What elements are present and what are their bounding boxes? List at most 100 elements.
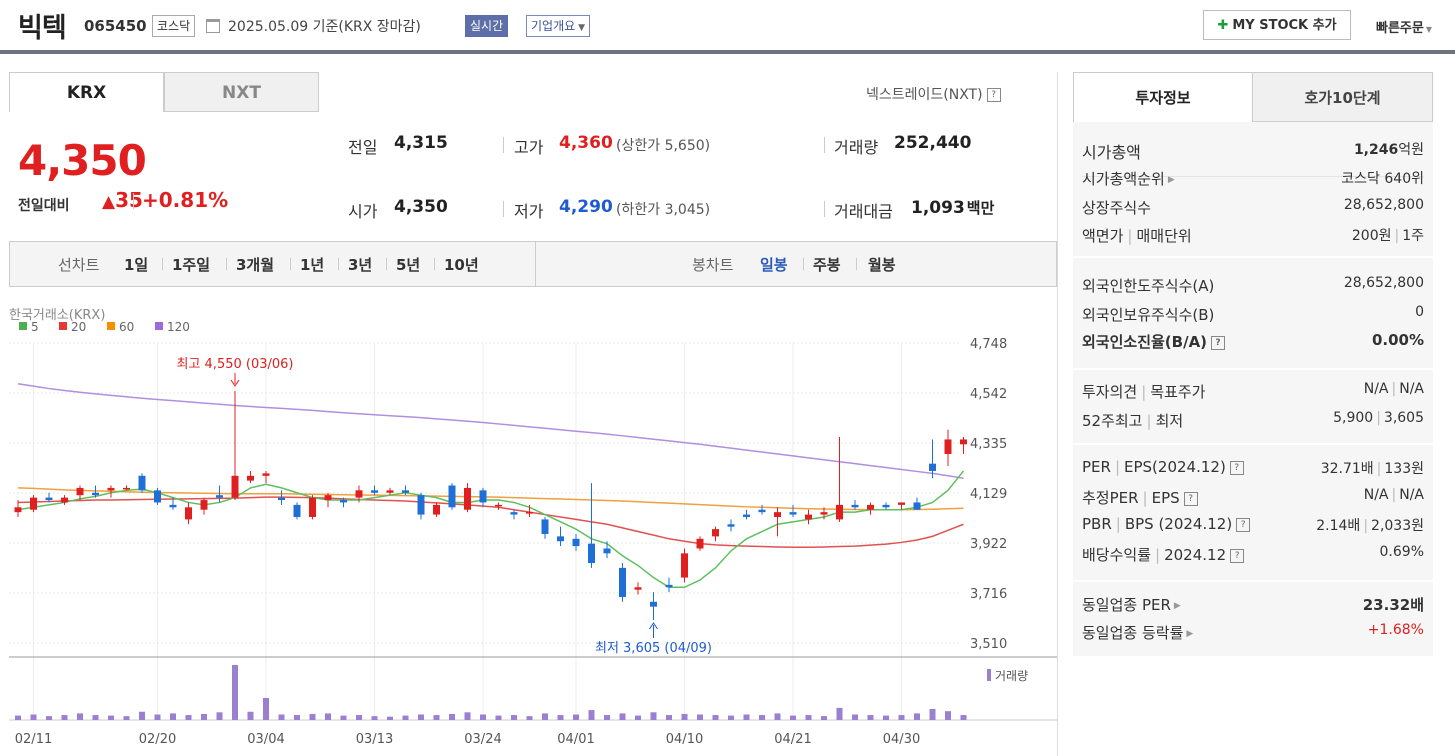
- candle-body: [417, 495, 425, 515]
- legend-label: 20: [71, 320, 86, 334]
- candle-body: [30, 497, 37, 510]
- volume-bar: [154, 714, 161, 720]
- caret-right-icon: ▶: [1186, 628, 1194, 639]
- x-axis: 02/11 02/20 03/04 03/13 03/24 04/01 04/10 04/21…: [15, 732, 920, 747]
- period-3y[interactable]: 3년: [348, 256, 373, 274]
- period-1y[interactable]: 1년: [300, 256, 325, 274]
- volume-bar: [666, 715, 672, 720]
- candle-body: [45, 497, 53, 501]
- candle-body: [588, 543, 595, 564]
- change-label: 전일대비: [18, 198, 70, 214]
- period-5y[interactable]: 5년: [396, 256, 421, 274]
- base-date: 2025.05.09 기준(KRX 장마감): [228, 19, 421, 35]
- legend-label: 120: [167, 320, 190, 334]
- period-1d[interactable]: 1일: [124, 256, 149, 274]
- legend-swatch: [59, 322, 67, 330]
- y-tick-label: 3,510: [970, 637, 1007, 652]
- prev-close-label: 전일: [348, 138, 378, 157]
- help-icon[interactable]: ?: [1236, 517, 1251, 532]
- help-icon[interactable]: ?: [986, 88, 1001, 102]
- period-1w[interactable]: 1주일: [172, 256, 211, 274]
- candle-body: [557, 536, 564, 542]
- divider: [1057, 72, 1058, 756]
- y-tick-label: 4,748: [970, 337, 1007, 352]
- sector-change-row[interactable]: 동일업종 등락률 ▶ +1.68%: [1082, 622, 1424, 642]
- current-price: 4,350: [18, 136, 147, 185]
- foreign-limit-row: 외국인한도주식수(A) 28,652,800: [1082, 275, 1424, 295]
- sector-per-row[interactable]: 동일업종 PER ▶ 23.32배: [1082, 596, 1424, 614]
- period-10y[interactable]: 10년: [444, 256, 479, 274]
- candle-body: [200, 500, 208, 510]
- candle-body: [61, 497, 68, 503]
- foreign-ratio-row: 외국인소진율(B/A)? 0.00%: [1082, 331, 1424, 351]
- help-icon[interactable]: ?: [1211, 335, 1226, 350]
- quick-order-button[interactable]: 빠른주문 ▼: [1376, 21, 1432, 36]
- realtime-button[interactable]: 실시간: [465, 15, 509, 37]
- period-3m[interactable]: 3개월: [236, 256, 275, 274]
- tab-order-book[interactable]: 호가10단계: [1252, 72, 1433, 122]
- candles: [14, 390, 967, 620]
- volume-bar: [790, 715, 796, 720]
- volume-bar: [759, 715, 765, 720]
- volume-bar: [201, 713, 207, 720]
- volume-bar: [30, 714, 37, 720]
- volume-bar: [278, 714, 285, 720]
- 52week-row: 52주최고 | 최저 5,900 | 3,605: [1082, 410, 1424, 430]
- volume-bar: [309, 713, 316, 720]
- y-axis: 4,748 4,542 4,335 4,129 3,922 3,716 3,510: [970, 337, 1007, 652]
- period-weekly[interactable]: 주봉: [813, 256, 841, 274]
- caret-right-icon: ▶: [1167, 174, 1175, 185]
- candle-body: [603, 548, 611, 554]
- market-cap-rank-row[interactable]: 시가총액순위 ▶ 코스닥 640위: [1082, 170, 1424, 188]
- volume-bar: [263, 698, 269, 720]
- help-icon[interactable]: ?: [1229, 460, 1244, 475]
- invest-info-panel: [1073, 122, 1433, 656]
- candlestick-chart[interactable]: 한국거래소(KRX) 5 20 60 120 4,748 4,542 4,335 4,129…: [0, 300, 1057, 756]
- candle-body: [898, 502, 905, 505]
- volume-bar: [697, 714, 703, 720]
- tab-nxt[interactable]: NXT: [164, 72, 319, 112]
- legend-swatch: [107, 322, 115, 330]
- candle-body: [76, 487, 84, 496]
- low-annotation: 최저 3,605 (04/09): [595, 641, 712, 656]
- x-tick-label: 03/13: [356, 732, 393, 747]
- change-value: ▲35: [102, 188, 143, 212]
- volume-bar: [604, 715, 610, 720]
- volume-label: 거래량: [995, 669, 1028, 683]
- volume-bar: [929, 709, 936, 720]
- opinion-row: 투자의견 | 목표주가 N/A | N/A: [1082, 381, 1424, 401]
- my-stock-add-button[interactable]: ✚ MY STOCK 추가: [1203, 10, 1351, 40]
- y-tick-label: 4,335: [970, 437, 1007, 452]
- period-monthly[interactable]: 월봉: [868, 256, 896, 274]
- volume-bar: [294, 715, 300, 720]
- volume-bar: [495, 715, 502, 720]
- ma-legend: 5 20 60 120: [19, 320, 190, 334]
- candle-body: [820, 512, 828, 515]
- volume-bar: [635, 715, 641, 720]
- volume-bar: [945, 711, 951, 720]
- candle-body: [247, 475, 254, 481]
- help-icon[interactable]: ?: [1183, 491, 1198, 506]
- candle-body: [138, 475, 146, 491]
- candle-body: [836, 504, 843, 520]
- volume-bar: [898, 715, 905, 720]
- open-label: 시가: [348, 202, 378, 221]
- candle-body: [960, 439, 967, 445]
- candle-body: [851, 504, 859, 508]
- volume-bar: [619, 713, 626, 720]
- candle-body: [944, 439, 952, 454]
- help-icon[interactable]: ?: [1230, 548, 1245, 563]
- divider: [1073, 368, 1433, 370]
- tab-invest-info[interactable]: 투자정보: [1073, 72, 1253, 122]
- x-tick-label: 04/10: [666, 732, 703, 747]
- period-daily[interactable]: 일봉: [760, 256, 788, 274]
- y-tick-label: 3,922: [970, 537, 1007, 552]
- tab-krx[interactable]: KRX: [9, 72, 164, 112]
- chevron-down-icon: ▼: [1425, 25, 1432, 34]
- x-tick-label: 02/11: [15, 732, 52, 747]
- candle-body: [665, 584, 673, 588]
- volume-legend-swatch: [987, 669, 991, 681]
- candle-body: [355, 490, 363, 498]
- corp-overview-dropdown[interactable]: 기업개요 ▼: [526, 15, 591, 37]
- volume-bar: [712, 715, 719, 720]
